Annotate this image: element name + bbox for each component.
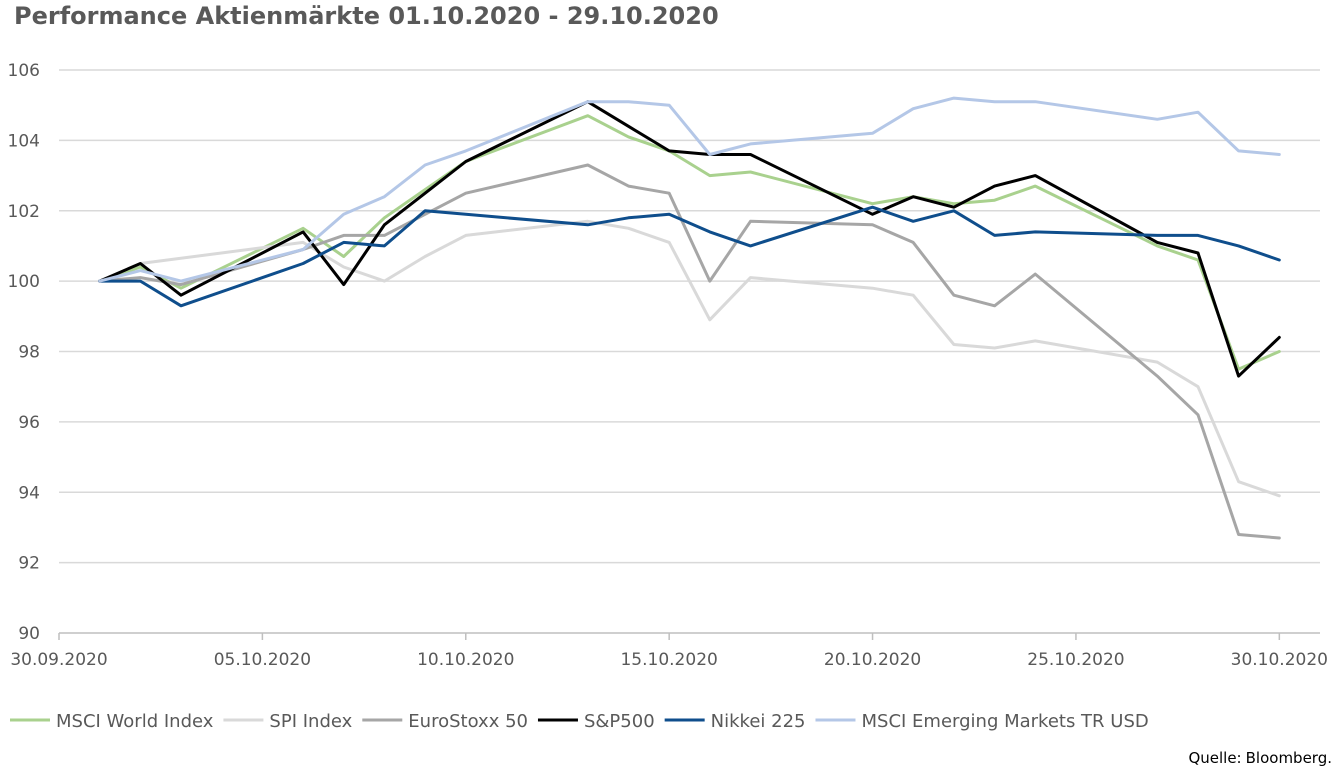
x-tick-label: 15.10.2020: [620, 650, 717, 670]
gridlines: [59, 69, 1320, 564]
series-line-2: [98, 219, 1281, 498]
y-tick-label: 96: [18, 413, 40, 433]
legend: MSCI World Index SPI Index EuroStoxx 50 S&P…: [10, 711, 1149, 732]
y-tick-label: 92: [18, 554, 40, 574]
series-line-4: [98, 100, 1281, 378]
legend-label: MSCI World Index: [56, 711, 214, 732]
x-tick-label: 10.10.2020: [417, 650, 514, 670]
legend-label: EuroStoxx 50: [408, 711, 528, 732]
y-tick-label: 102: [8, 202, 40, 222]
y-tick-label: 106: [8, 61, 40, 81]
y-tick-label: 98: [18, 343, 40, 363]
legend-label: MSCI Emerging Markets TR USD: [861, 711, 1148, 732]
series-line-3: [98, 163, 1281, 540]
legend-label: SPI Index: [269, 711, 352, 732]
x-tick-label: 30.09.2020: [10, 650, 107, 670]
x-tick-label: 20.10.2020: [824, 650, 921, 670]
series-line-5: [98, 205, 1281, 308]
x-tick-label: 05.10.2020: [214, 650, 311, 670]
source-label: Quelle:: [1188, 749, 1242, 767]
y-tick-label: 100: [8, 272, 40, 292]
series-line-6: [98, 96, 1281, 283]
legend-label: S&P500: [584, 711, 655, 732]
x-tick-label: 30.10.2020: [1231, 650, 1328, 670]
source-value: Bloomberg.: [1245, 749, 1332, 767]
y-tick-label: 90: [18, 624, 40, 644]
y-tick-label: 94: [18, 483, 40, 503]
x-tick-label: 25.10.2020: [1027, 650, 1124, 670]
axes: 90 92 94 96 98 100 102 104 106 30.09.2020 05.10.20…: [8, 61, 1328, 670]
source-note: Quelle: Bloomberg.: [1188, 749, 1332, 767]
chart-title: Performance Aktienmärkte 01.10.2020 - 29…: [14, 2, 719, 30]
legend-label: Nikkei 225: [711, 711, 806, 732]
y-tick-label: 104: [8, 131, 40, 151]
series-lines: [98, 96, 1281, 540]
